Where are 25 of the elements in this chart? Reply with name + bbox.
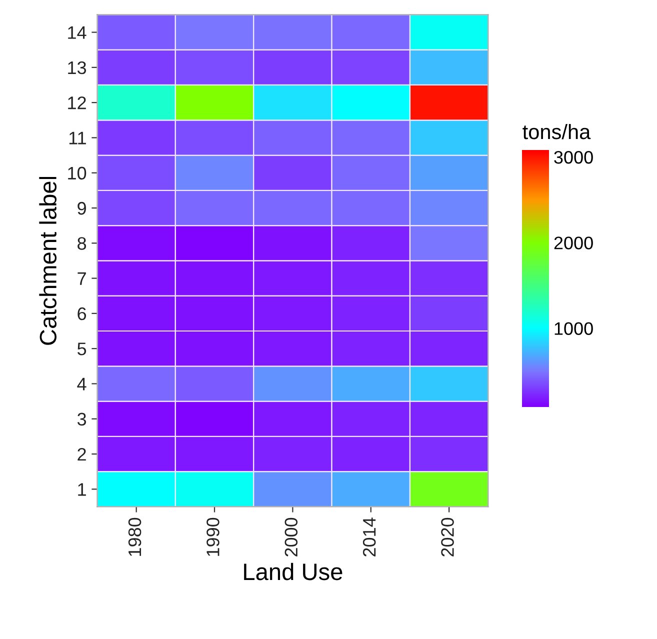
color-bar-label: 3000: [554, 150, 593, 164]
y-tick-label: 8: [78, 237, 86, 250]
x-tick-label: 1990: [206, 518, 220, 556]
y-tick-label: 14: [68, 26, 86, 39]
y-axis-title: Catchment label: [39, 176, 57, 345]
x-tick-label: 1980: [128, 518, 142, 556]
color-bar-title: tons/ha: [522, 124, 591, 140]
x-axis-title: Land Use: [244, 562, 342, 580]
x-tick-label: 2014: [362, 518, 376, 556]
y-tick-label: 4: [77, 378, 86, 390]
x-tick-label: 2020: [441, 518, 454, 556]
y-tick-label: 13: [68, 61, 86, 74]
y-tick-label: 2: [78, 448, 86, 461]
y-tick-label: 3: [77, 412, 86, 426]
y-tick-label: 9: [78, 202, 86, 215]
y-tick-label: 6: [78, 307, 86, 320]
y-tick-label: 12: [68, 96, 86, 110]
y-tick-label: 5: [78, 342, 86, 356]
color-bar-label: 2000: [554, 236, 593, 250]
y-tick-label: 7: [78, 272, 86, 285]
y-tick-label: 11: [69, 132, 86, 144]
y-tick-label: 1: [78, 483, 86, 496]
y-tick-label: 10: [68, 166, 86, 180]
color-bar-label: 1000: [554, 322, 593, 335]
x-tick-label: 2000: [284, 518, 298, 556]
